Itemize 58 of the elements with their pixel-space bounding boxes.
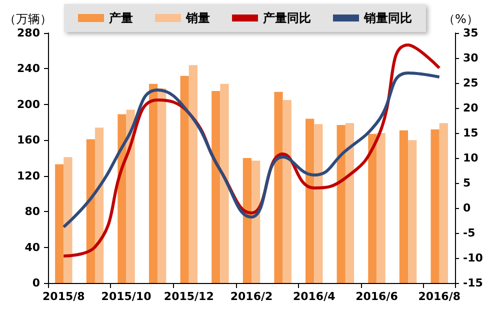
bar: [86, 139, 95, 283]
y2-axis-title: （%）: [443, 12, 478, 26]
y2-tick-label: 0: [463, 202, 471, 214]
bar: [306, 118, 314, 283]
y-tick-label: 200: [17, 98, 40, 111]
y-tick-label: 80: [24, 205, 40, 218]
y-tick-label: 120: [17, 169, 40, 182]
bar: [439, 123, 448, 283]
bar: [252, 160, 260, 283]
y2-tick-label: -10: [463, 252, 484, 264]
bar: [314, 124, 323, 283]
y-axis-title: （万辆）: [4, 12, 52, 26]
x-tick-label: 2015/8: [42, 290, 85, 303]
x-tick-label: 2016/4: [292, 290, 336, 303]
bar: [282, 100, 292, 283]
y2-tick-label: 20: [463, 102, 479, 114]
legend-label: 销量: [185, 11, 210, 25]
y2-tick-label: 5: [463, 176, 471, 190]
bar: [55, 164, 64, 283]
bar: [212, 91, 220, 283]
legend-label: 产量: [108, 11, 133, 25]
bar: [188, 65, 198, 283]
bar: [180, 76, 189, 283]
bar: [118, 114, 126, 283]
bar: [274, 92, 283, 283]
y2-tick-label: 15: [463, 126, 478, 140]
x-tick-label: 2016/2: [230, 290, 273, 303]
y2-tick-label: 10: [463, 152, 479, 164]
line-series: [62, 72, 441, 228]
bar: [368, 134, 377, 283]
legend-label: 产量同比: [262, 11, 311, 25]
y-tick-label: 240: [17, 62, 40, 76]
x-tick-label: 2016/6: [356, 290, 398, 303]
bar: [376, 133, 386, 283]
y2-tick-label: -15: [463, 276, 483, 290]
bar: [430, 129, 440, 283]
bar: [220, 84, 229, 283]
x-tick-label: 2015/10: [101, 290, 152, 303]
y2-tick-label: 35: [463, 26, 478, 40]
bar: [345, 123, 354, 283]
bar: [94, 128, 104, 283]
y2-tick-label: 30: [463, 52, 479, 64]
x-tick-label: 2016/8: [418, 290, 460, 303]
bar: [242, 158, 252, 283]
y-tick-label: 40: [24, 240, 40, 254]
y-tick-label: 280: [17, 26, 40, 40]
bar: [399, 130, 408, 283]
bar: [408, 140, 417, 283]
y2-tick-label: 25: [463, 76, 478, 90]
x-tick-label: 2015/12: [164, 290, 214, 303]
y-tick-label: 160: [17, 134, 40, 147]
bar: [336, 124, 346, 283]
y-tick-label: 0: [32, 276, 40, 290]
bar: [64, 157, 72, 283]
bar: [148, 84, 158, 283]
y2-tick-label: -5: [463, 226, 476, 240]
bar: [158, 88, 166, 283]
legend-label: 销量同比: [363, 11, 412, 25]
